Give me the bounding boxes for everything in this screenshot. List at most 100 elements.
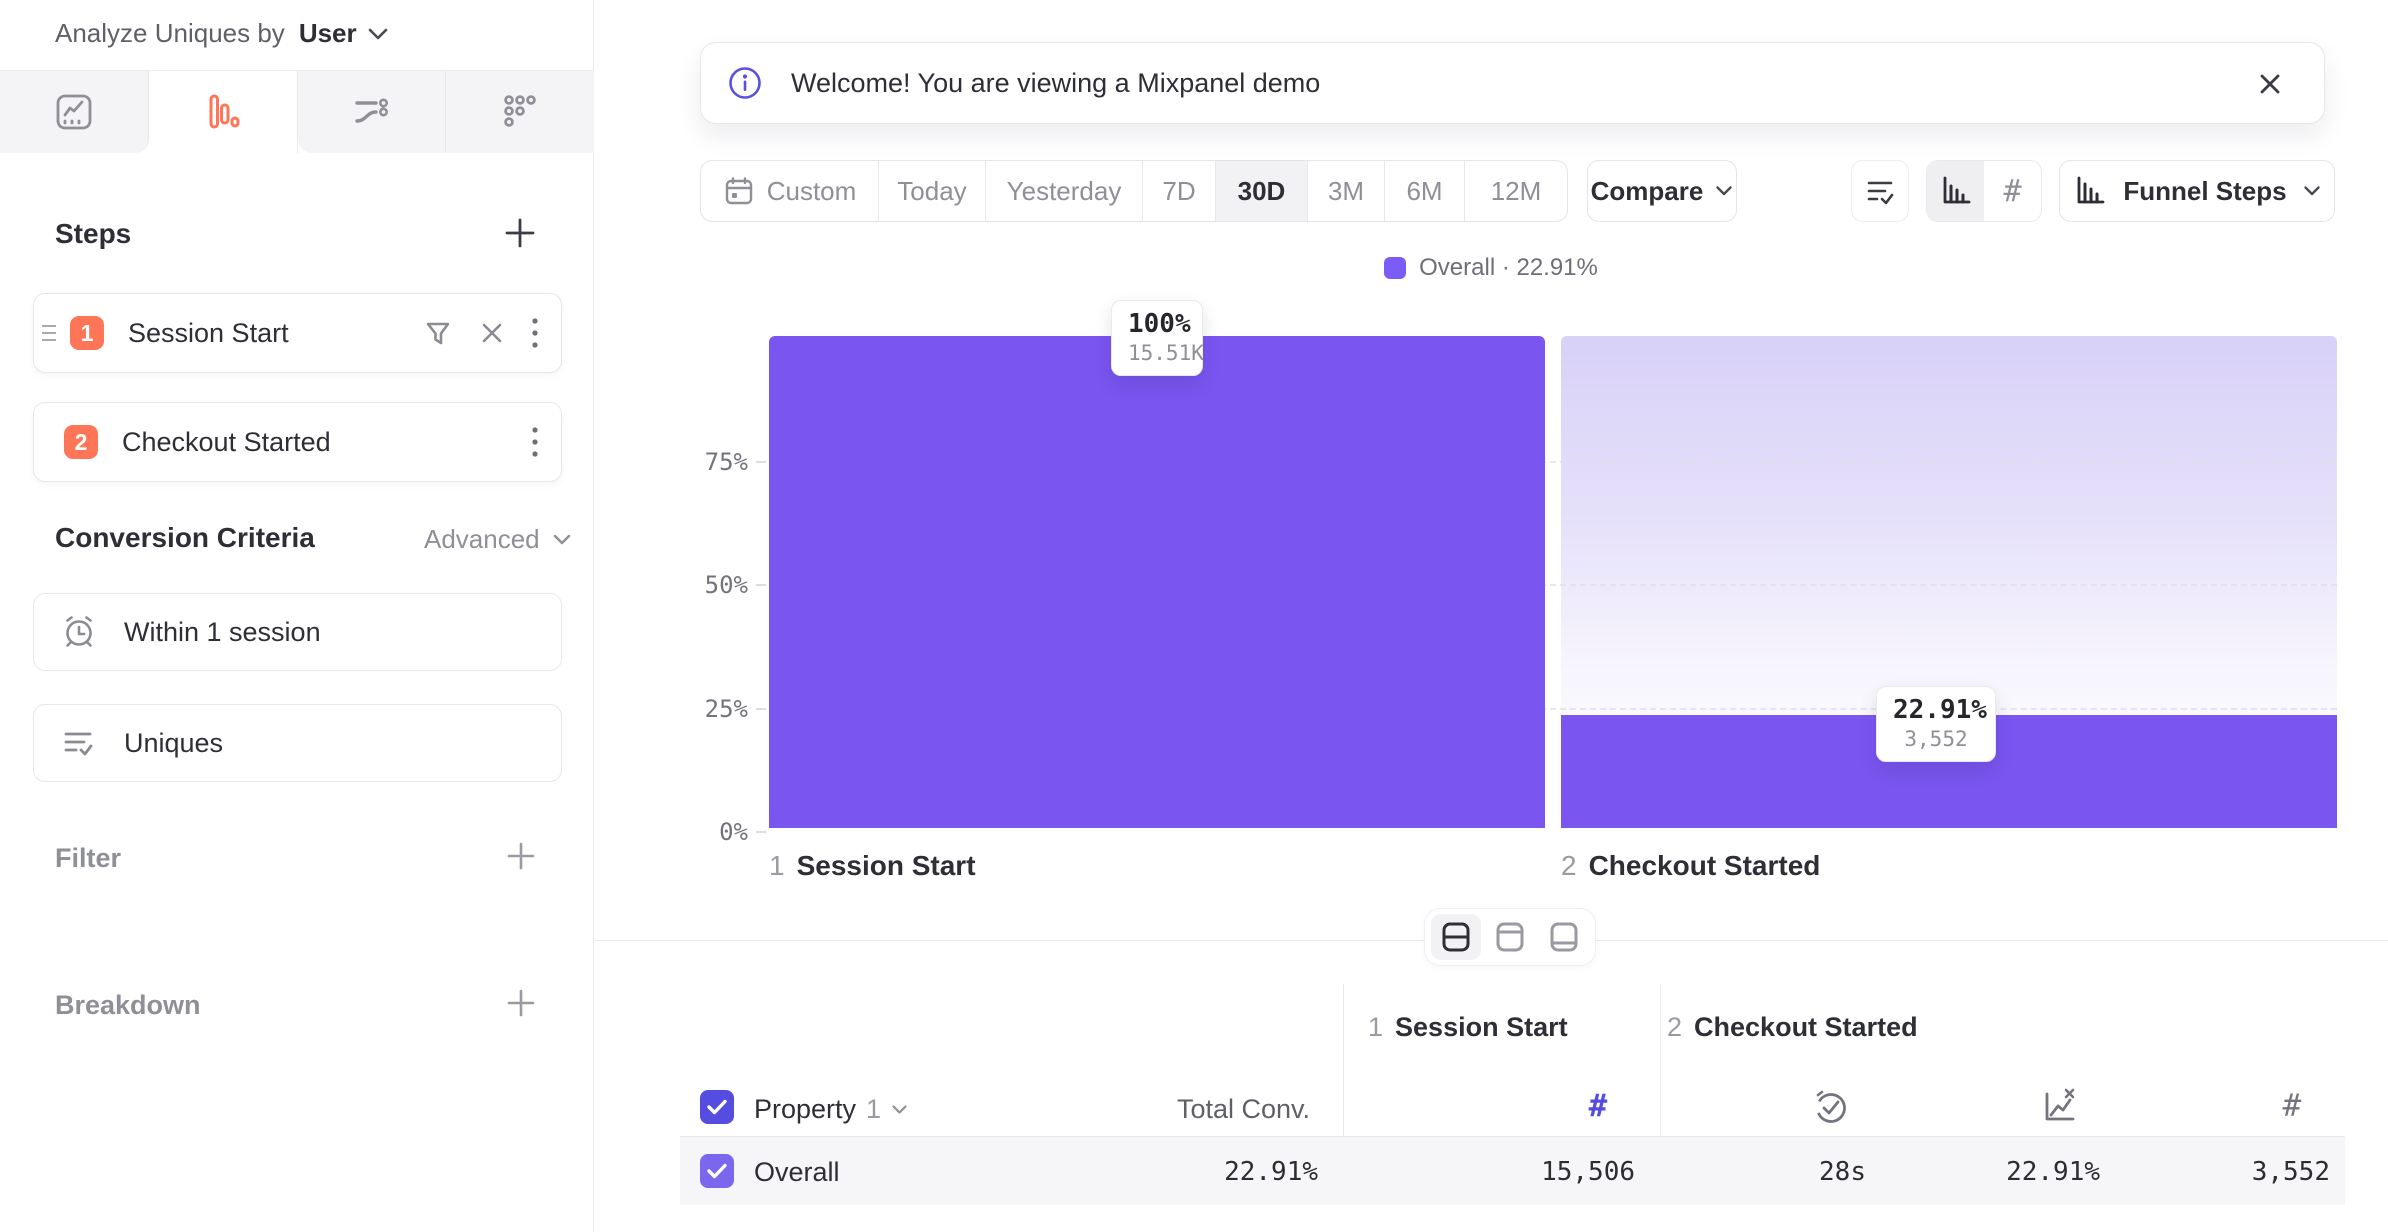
filter-heading: Filter bbox=[55, 843, 122, 873]
advanced-dropdown[interactable]: Advanced bbox=[424, 524, 572, 555]
legend-label: Overall · 22.91% bbox=[1419, 254, 1598, 281]
row-avg-time: 28s bbox=[1819, 1157, 1866, 1187]
step-menu-kebab-icon[interactable] bbox=[529, 315, 541, 351]
tab-flows[interactable] bbox=[297, 71, 447, 153]
step-number: 2 bbox=[1561, 850, 1577, 881]
filter-step-icon[interactable] bbox=[421, 316, 455, 350]
date-range-label: 12M bbox=[1490, 175, 1542, 206]
date-range-label: 3M bbox=[1327, 175, 1365, 206]
insights-chart-icon bbox=[56, 94, 92, 130]
alarm-clock-icon bbox=[66, 616, 92, 647]
date-range-today[interactable]: Today bbox=[879, 161, 986, 221]
y-axis-tick bbox=[756, 461, 766, 463]
drag-handle-icon[interactable] bbox=[42, 325, 56, 341]
info-icon bbox=[729, 67, 761, 99]
chevron-down-icon bbox=[892, 1105, 907, 1114]
step-name: Session Start bbox=[796, 850, 976, 881]
counting-method-value: Uniques bbox=[124, 727, 224, 758]
add-filter-button[interactable] bbox=[505, 840, 537, 872]
table-row-overall[interactable] bbox=[680, 1137, 2345, 1205]
layout-bottom-icon bbox=[1550, 922, 1578, 952]
date-range-label: 7D bbox=[1162, 175, 1196, 206]
date-range-12m[interactable]: 12M bbox=[1465, 161, 1567, 221]
date-range-label: Yesterday bbox=[1006, 175, 1122, 206]
y-axis-tick bbox=[756, 831, 766, 833]
bar-chart-icon bbox=[1943, 176, 1970, 204]
value-display-toggle: # bbox=[1926, 160, 2042, 222]
date-range-label: 30D bbox=[1237, 175, 1286, 206]
date-range-30d[interactable]: 30D bbox=[1216, 161, 1308, 221]
chart-legend[interactable]: Overall · 22.91% bbox=[594, 254, 2388, 282]
funnel-bars-icon bbox=[209, 94, 240, 129]
banner-message: Welcome! You are viewing a Mixpanel demo bbox=[791, 67, 1321, 98]
tab-funnels[interactable] bbox=[148, 71, 298, 153]
date-range-custom[interactable]: Custom bbox=[701, 161, 879, 221]
count-column-icon[interactable]: # bbox=[2282, 1088, 2302, 1124]
add-step-button[interactable] bbox=[503, 216, 537, 250]
y-axis-tick bbox=[756, 584, 766, 586]
property-label: Property bbox=[754, 1094, 857, 1124]
analyze-row: Analyze Uniques by User bbox=[55, 18, 389, 49]
row-conv-rate: 22.91% bbox=[2006, 1157, 2100, 1187]
bar-count: 3,552 bbox=[1904, 727, 1968, 751]
x-axis-step-label: 2 Checkout Started bbox=[1561, 850, 1820, 882]
bar-value-callout: 100% 15.51K bbox=[1111, 300, 1204, 376]
property-index: 1 bbox=[866, 1094, 882, 1124]
analyze-entity-dropdown[interactable]: User bbox=[299, 18, 389, 49]
funnel-steps-chart-icon bbox=[2077, 176, 2105, 204]
add-breakdown-button[interactable] bbox=[505, 987, 537, 1019]
step-number: 1 bbox=[769, 850, 785, 881]
funnel-steps-dropdown[interactable]: Funnel Steps bbox=[2059, 160, 2335, 222]
tab-retention[interactable] bbox=[446, 71, 594, 153]
property-header-dropdown[interactable]: Property 1 bbox=[754, 1094, 908, 1125]
remove-step-icon[interactable] bbox=[477, 318, 507, 348]
retention-dots-icon bbox=[504, 95, 536, 127]
step-card-2[interactable]: 2 Checkout Started bbox=[33, 402, 562, 482]
compare-button[interactable]: Compare bbox=[1587, 160, 1737, 222]
date-range-label: 6M bbox=[1406, 175, 1443, 206]
conv-rate-column-icon[interactable] bbox=[2038, 1084, 2082, 1128]
group-name: Session Start bbox=[1395, 1012, 1568, 1042]
step-name: Checkout Started bbox=[1588, 850, 1821, 881]
show-bars-toggle[interactable] bbox=[1927, 161, 1984, 221]
layout-split-button[interactable] bbox=[1431, 914, 1481, 960]
tab-insights[interactable] bbox=[0, 71, 149, 153]
breakdown-heading: Breakdown bbox=[55, 990, 201, 1020]
column-divider bbox=[1660, 984, 1661, 1205]
advanced-label: Advanced bbox=[424, 524, 540, 554]
date-range-picker: Custom Today Yesterday 7D 30D 3M 6M 12M bbox=[700, 160, 1568, 222]
layout-top-icon bbox=[1496, 922, 1524, 952]
banner-close-icon[interactable] bbox=[2254, 68, 2286, 100]
funnel-bar-session-start[interactable] bbox=[769, 336, 1545, 828]
step-event-name: Session Start bbox=[128, 317, 289, 348]
bar-count: 15.51K bbox=[1128, 341, 1204, 365]
step-menu-kebab-icon[interactable] bbox=[529, 424, 541, 460]
counting-method-card[interactable]: Uniques bbox=[33, 704, 562, 782]
row-checkbox[interactable] bbox=[700, 1154, 734, 1188]
panel-layout-toggle bbox=[1424, 908, 1596, 966]
date-range-6m[interactable]: 6M bbox=[1385, 161, 1465, 221]
layout-table-only-button[interactable] bbox=[1539, 914, 1589, 960]
demo-banner: Welcome! You are viewing a Mixpanel demo bbox=[700, 42, 2325, 124]
flows-icon bbox=[355, 98, 389, 123]
group-name: Checkout Started bbox=[1694, 1012, 1918, 1042]
date-range-3m[interactable]: 3M bbox=[1308, 161, 1385, 221]
metric-list-button[interactable] bbox=[1851, 160, 1909, 222]
analyze-label: Analyze Uniques by bbox=[55, 18, 285, 48]
select-all-checkbox[interactable] bbox=[700, 1090, 734, 1124]
chevron-down-icon bbox=[1716, 186, 1733, 196]
total-conv-header[interactable]: Total Conv. bbox=[1176, 1094, 1310, 1124]
step-card-1[interactable]: 1 Session Start bbox=[33, 293, 562, 373]
layout-chart-only-button[interactable] bbox=[1485, 914, 1535, 960]
show-numbers-toggle[interactable]: # bbox=[1984, 161, 2041, 221]
conversion-window-card[interactable]: Within 1 session bbox=[33, 593, 562, 671]
report-type-tabs bbox=[0, 70, 594, 153]
date-range-yesterday[interactable]: Yesterday bbox=[986, 161, 1143, 221]
avg-time-column-icon[interactable] bbox=[1808, 1084, 1852, 1128]
group-number: 2 bbox=[1667, 1012, 1683, 1042]
table-group-checkout-started: 2 Checkout Started bbox=[1667, 1012, 1918, 1043]
gridline-50 bbox=[769, 584, 2337, 586]
uniques-column-icon[interactable]: # bbox=[1588, 1088, 1608, 1124]
date-range-label: Custom bbox=[766, 175, 857, 206]
date-range-7d[interactable]: 7D bbox=[1143, 161, 1216, 221]
